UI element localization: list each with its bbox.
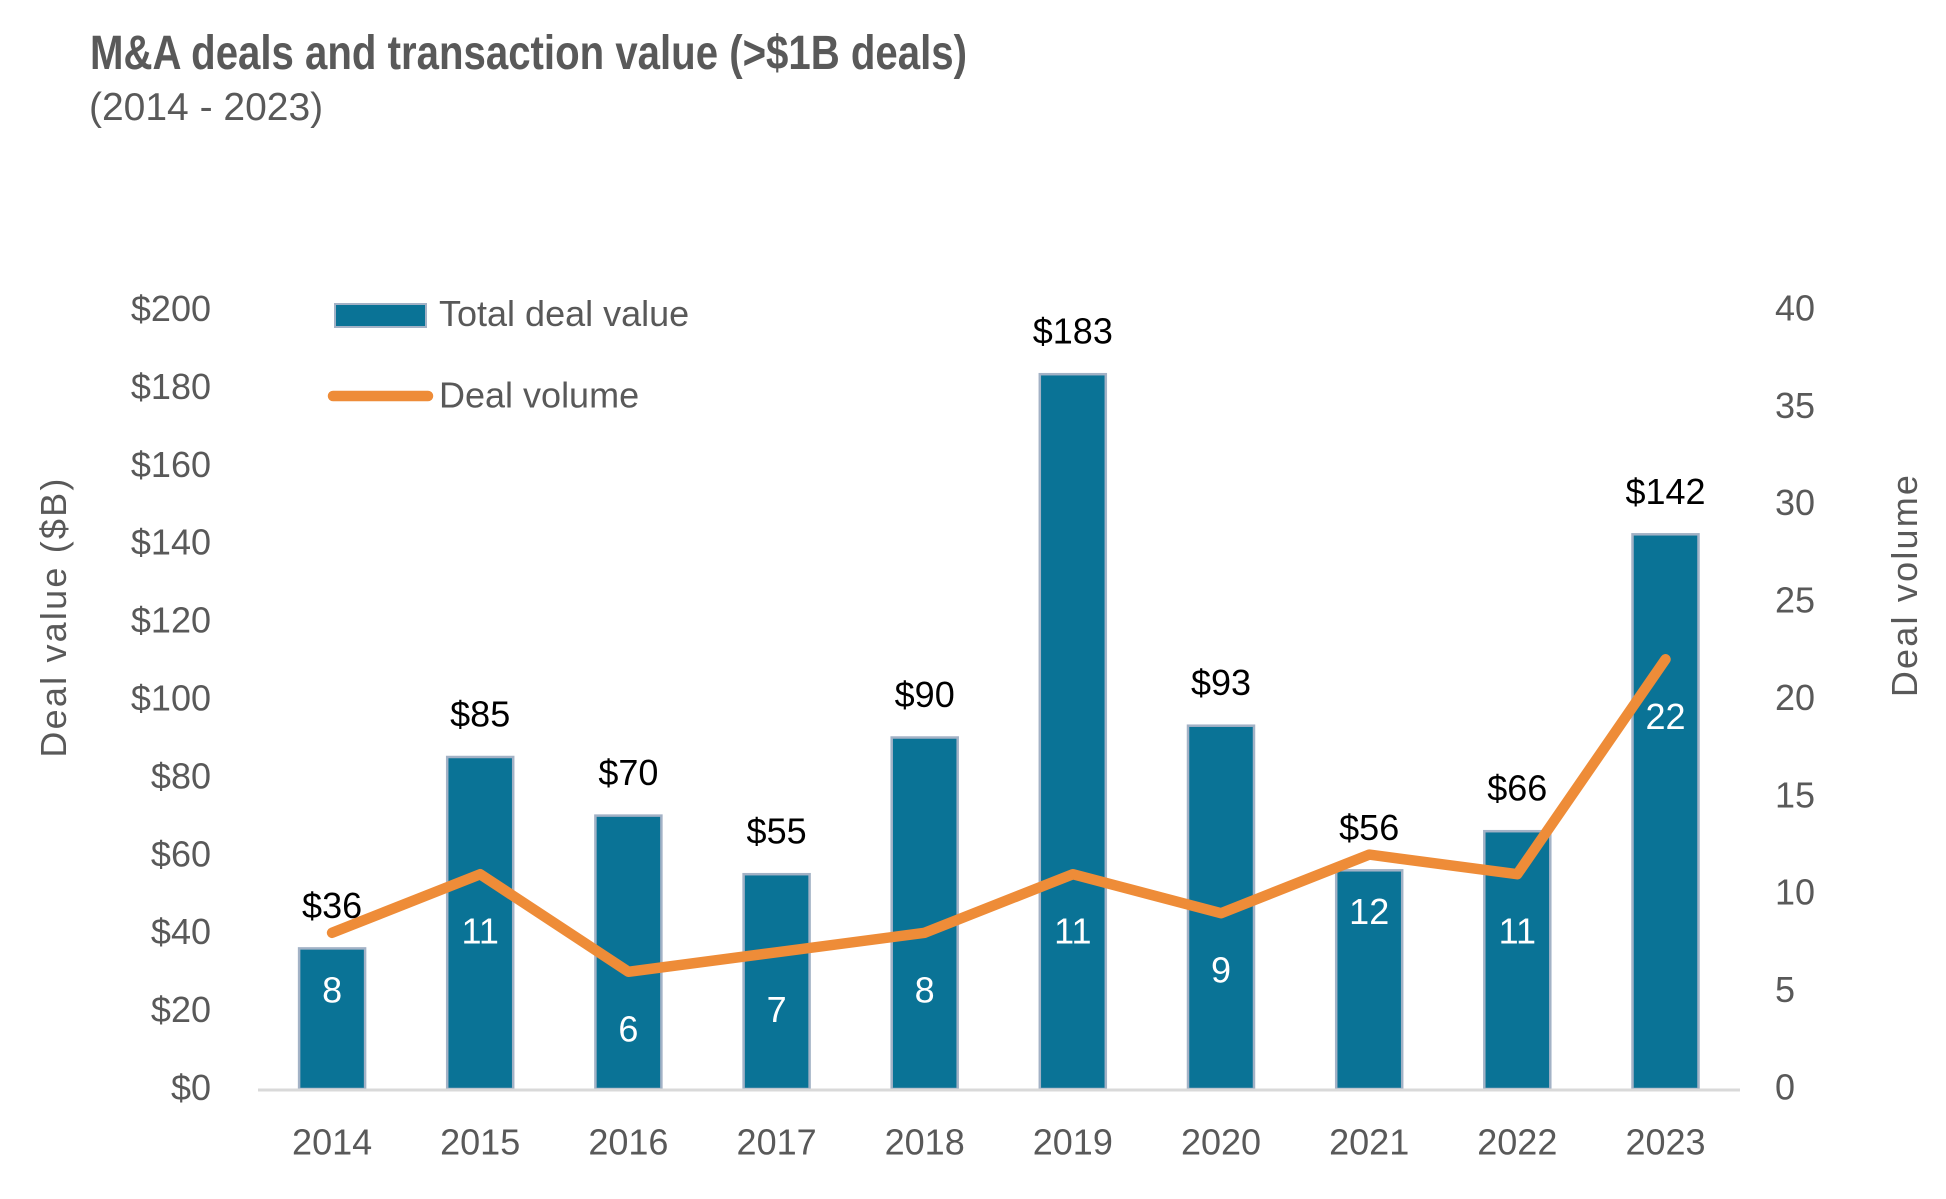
svg-text:30: 30 [1775,482,1815,523]
svg-text:$36: $36 [302,885,362,926]
svg-text:$200: $200 [131,288,211,329]
svg-text:$140: $140 [131,522,211,563]
svg-text:$56: $56 [1339,807,1399,848]
svg-text:$90: $90 [895,674,955,715]
svg-text:5: 5 [1775,969,1795,1010]
svg-text:9: 9 [1211,950,1231,991]
svg-text:11: 11 [1499,911,1536,952]
svg-text:35: 35 [1775,385,1815,426]
svg-text:2021: 2021 [1329,1122,1409,1163]
svg-text:$80: $80 [151,755,211,796]
svg-text:Deal volume: Deal volume [1884,473,1925,697]
svg-text:2017: 2017 [737,1122,817,1163]
svg-text:M&A deals and transaction valu: M&A deals and transaction value (>$1B de… [90,27,967,80]
svg-text:11: 11 [1054,911,1091,952]
svg-text:7: 7 [767,989,787,1030]
svg-text:$93: $93 [1191,662,1251,703]
svg-text:22: 22 [1645,696,1685,737]
svg-text:$55: $55 [747,811,807,852]
svg-text:Total deal value: Total deal value [439,293,689,334]
svg-text:$160: $160 [131,444,211,485]
svg-text:2023: 2023 [1625,1122,1705,1163]
svg-text:12: 12 [1349,891,1389,932]
svg-text:$100: $100 [131,678,211,719]
svg-text:8: 8 [322,969,342,1010]
svg-text:15: 15 [1775,774,1815,815]
svg-text:$120: $120 [131,600,211,641]
svg-text:(2014 - 2023): (2014 - 2023) [89,86,323,129]
svg-text:2015: 2015 [440,1122,520,1163]
svg-text:2022: 2022 [1477,1122,1557,1163]
svg-text:$20: $20 [151,989,211,1030]
svg-text:2016: 2016 [588,1122,668,1163]
svg-text:20: 20 [1775,677,1815,718]
svg-text:$70: $70 [598,752,658,793]
svg-text:11: 11 [462,911,499,952]
svg-text:$40: $40 [151,911,211,952]
svg-text:$0: $0 [171,1067,211,1108]
svg-text:10: 10 [1775,872,1815,913]
svg-text:8: 8 [915,969,935,1010]
svg-text:2019: 2019 [1033,1122,1113,1163]
svg-text:2020: 2020 [1181,1122,1261,1163]
svg-text:Deal value ($B): Deal value ($B) [33,476,74,757]
svg-text:$60: $60 [151,833,211,874]
svg-text:$66: $66 [1487,768,1547,809]
svg-text:40: 40 [1775,288,1815,329]
svg-text:6: 6 [618,1008,638,1049]
svg-text:2018: 2018 [885,1122,965,1163]
svg-text:25: 25 [1775,580,1815,621]
svg-text:$85: $85 [450,694,510,735]
svg-text:$180: $180 [131,366,211,407]
svg-text:2014: 2014 [292,1122,372,1163]
svg-text:Deal volume: Deal volume [439,375,639,416]
svg-text:$142: $142 [1625,471,1705,512]
svg-text:$183: $183 [1033,311,1113,352]
svg-text:0: 0 [1775,1066,1795,1107]
